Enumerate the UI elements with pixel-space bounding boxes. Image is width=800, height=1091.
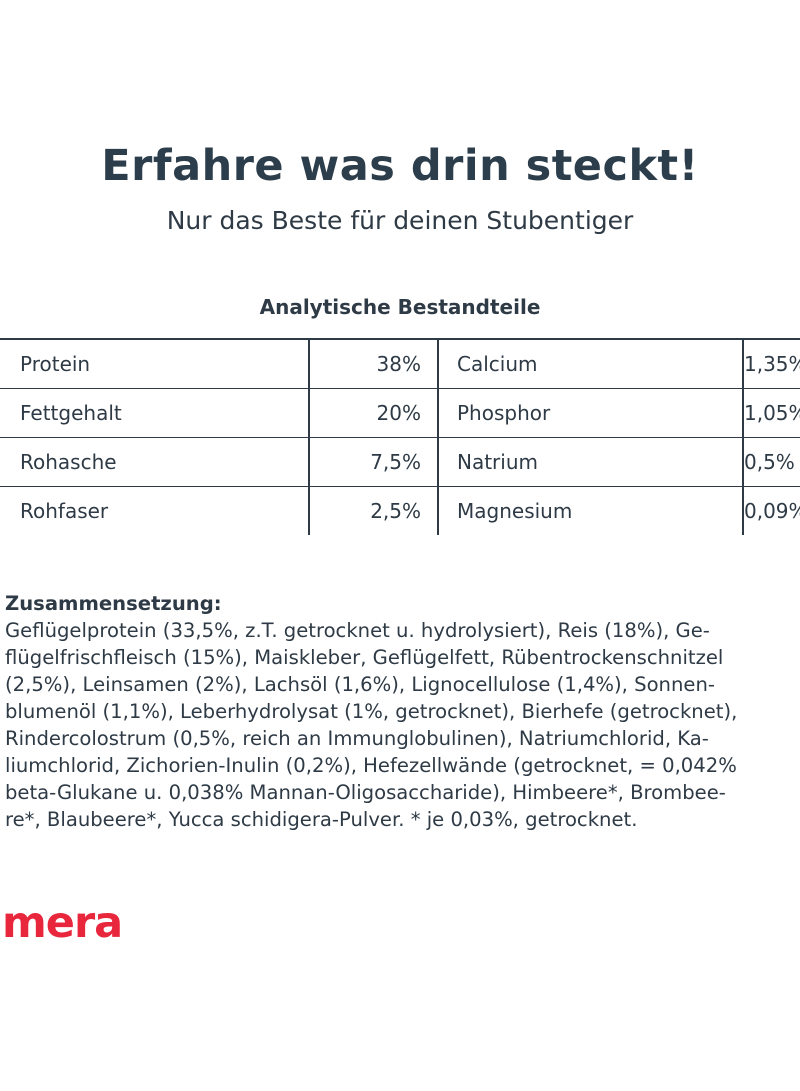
table-row: Fettgehalt 20% Phosphor 1,05% xyxy=(0,388,800,438)
nutrient-value: 1,35% xyxy=(744,352,800,376)
nutrient-name: Natrium xyxy=(438,437,744,487)
composition-text-line: blumenöl (1,1%), Leberhydrolysat (1%, ge… xyxy=(5,700,738,723)
table-row: Rohasche 7,5% Natrium 0,5% xyxy=(0,437,800,487)
composition-text-line: re*, Blaubeere*, Yucca schidigera-Pulver… xyxy=(5,808,638,831)
nutrient-name: Rohasche xyxy=(0,437,310,487)
brand-logo: mera xyxy=(2,898,123,948)
composition-text-line: liumchlorid, Zichorien-Inulin (0,2%), He… xyxy=(5,754,737,777)
nutrient-value: 7,5% xyxy=(309,437,439,487)
composition-section: Zusammensetzung: Geflügelprotein (33,5%,… xyxy=(5,590,797,833)
nutrient-name: Magnesium xyxy=(438,486,744,535)
nutrient-name: Calcium xyxy=(438,339,744,389)
nutrient-name: Phosphor xyxy=(438,388,744,438)
composition-text-line: Geflügelprotein (33,5%, z.T. getrocknet … xyxy=(5,619,710,642)
table-row: Rohfaser 2,5% Magnesium 0,09% xyxy=(0,486,800,535)
nutrient-value: 1,05% xyxy=(744,401,800,425)
page-subtitle: Nur das Beste für deinen Stubentiger xyxy=(166,206,634,235)
nutrient-value: 20% xyxy=(309,388,439,438)
nutrient-value: 38% xyxy=(309,339,439,389)
composition-text-line: (2,5%), Leinsamen (2%), Lachsöl (1,6%), … xyxy=(5,673,715,696)
nutrient-name: Protein xyxy=(0,339,310,389)
nutrient-name: Fettgehalt xyxy=(0,388,310,438)
composition-text-line: beta-Glukane u. 0,038% Mannan-Oligosacch… xyxy=(5,781,726,804)
composition-text-line: flügelfrischfleisch (15%), Maiskleber, G… xyxy=(5,646,724,669)
analysis-table: Protein 38% Calcium 1,35% Fettgehalt 20%… xyxy=(0,338,800,535)
nutrient-name: Rohfaser xyxy=(0,486,310,535)
analysis-table-title: Analytische Bestandteile xyxy=(259,295,541,319)
nutrient-value: 0,5% xyxy=(744,450,795,474)
nutrient-value: 0,09% xyxy=(744,499,800,523)
composition-text-line: Rindercolostrum (0,5%, reich an Immunglo… xyxy=(5,727,709,750)
page-title: Erfahre was drin steckt! xyxy=(101,141,699,191)
table-row: Protein 38% Calcium 1,35% xyxy=(0,339,800,389)
composition-heading: Zusammensetzung: xyxy=(5,592,222,615)
nutrient-value: 2,5% xyxy=(309,486,439,535)
